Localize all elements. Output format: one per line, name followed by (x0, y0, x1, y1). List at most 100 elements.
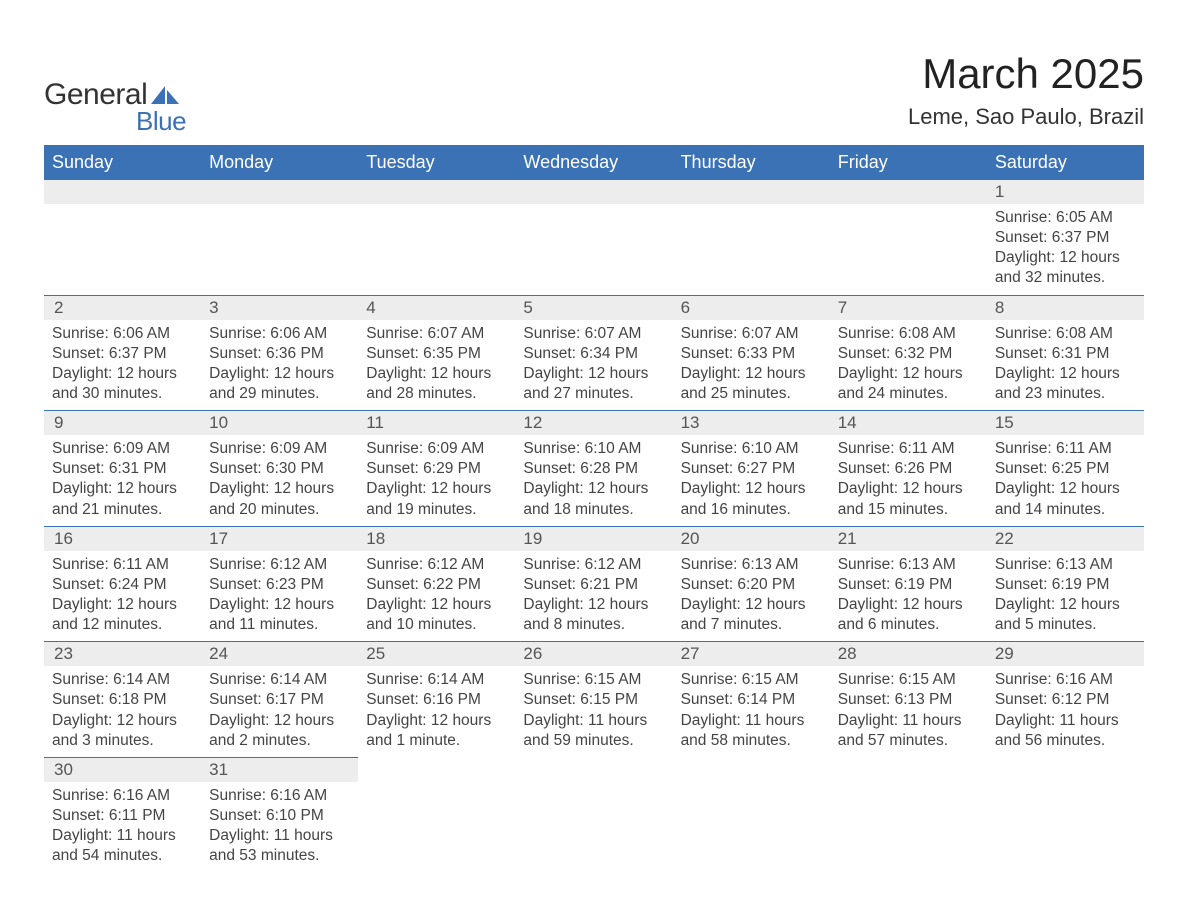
empty-day-bar (515, 757, 672, 781)
day-number: 27 (673, 642, 830, 666)
day-cell: 13Sunrise: 6:10 AMSunset: 6:27 PMDayligh… (673, 411, 830, 527)
day-details: Sunrise: 6:15 AMSunset: 6:14 PMDaylight:… (673, 666, 830, 757)
sunrise-line: Sunrise: 6:09 AM (209, 439, 350, 459)
empty-cell (673, 757, 830, 872)
sunset-line: Sunset: 6:37 PM (995, 228, 1136, 248)
day-cell: 3Sunrise: 6:06 AMSunset: 6:36 PMDaylight… (201, 295, 358, 411)
day-number: 22 (987, 527, 1144, 551)
sunset-line: Sunset: 6:11 PM (52, 806, 193, 826)
daylight-line: Daylight: 12 hours and 8 minutes. (523, 595, 664, 635)
day-cell: 17Sunrise: 6:12 AMSunset: 6:23 PMDayligh… (201, 526, 358, 642)
week-row: 16Sunrise: 6:11 AMSunset: 6:24 PMDayligh… (44, 526, 1144, 642)
daylight-line: Daylight: 12 hours and 11 minutes. (209, 595, 350, 635)
empty-cell (358, 757, 515, 872)
empty-day-bar (358, 757, 515, 781)
day-number: 28 (830, 642, 987, 666)
day-cell: 22Sunrise: 6:13 AMSunset: 6:19 PMDayligh… (987, 526, 1144, 642)
daylight-line: Daylight: 12 hours and 16 minutes. (681, 479, 822, 519)
location-subtitle: Leme, Sao Paulo, Brazil (908, 104, 1144, 130)
sunrise-line: Sunrise: 6:09 AM (366, 439, 507, 459)
sunrise-line: Sunrise: 6:12 AM (366, 555, 507, 575)
calendar-table: SundayMondayTuesdayWednesdayThursdayFrid… (44, 145, 1144, 872)
day-details: Sunrise: 6:10 AMSunset: 6:27 PMDaylight:… (673, 435, 830, 526)
sunset-line: Sunset: 6:12 PM (995, 690, 1136, 710)
logo-text-general: General (44, 78, 147, 112)
week-row: 9Sunrise: 6:09 AMSunset: 6:31 PMDaylight… (44, 411, 1144, 527)
day-cell: 26Sunrise: 6:15 AMSunset: 6:15 PMDayligh… (515, 642, 672, 758)
sunrise-line: Sunrise: 6:13 AM (995, 555, 1136, 575)
empty-cell (44, 180, 201, 295)
day-number: 1 (987, 180, 1144, 204)
daylight-line: Daylight: 12 hours and 12 minutes. (52, 595, 193, 635)
sunset-line: Sunset: 6:14 PM (681, 690, 822, 710)
day-details: Sunrise: 6:09 AMSunset: 6:31 PMDaylight:… (44, 435, 201, 526)
sunset-line: Sunset: 6:28 PM (523, 459, 664, 479)
weekday-header: Friday (830, 145, 987, 180)
sunrise-line: Sunrise: 6:09 AM (52, 439, 193, 459)
sunset-line: Sunset: 6:17 PM (209, 690, 350, 710)
day-number: 18 (358, 527, 515, 551)
daylight-line: Daylight: 11 hours and 53 minutes. (209, 826, 350, 866)
day-details: Sunrise: 6:07 AMSunset: 6:33 PMDaylight:… (673, 320, 830, 411)
sunrise-line: Sunrise: 6:15 AM (523, 670, 664, 690)
day-number: 4 (358, 296, 515, 320)
sunrise-line: Sunrise: 6:11 AM (838, 439, 979, 459)
day-number: 6 (673, 296, 830, 320)
sunrise-line: Sunrise: 6:13 AM (838, 555, 979, 575)
sunrise-line: Sunrise: 6:14 AM (209, 670, 350, 690)
empty-day-bar (515, 180, 672, 204)
day-number: 30 (44, 758, 201, 782)
sunrise-line: Sunrise: 6:07 AM (681, 324, 822, 344)
sunset-line: Sunset: 6:22 PM (366, 575, 507, 595)
day-details: Sunrise: 6:07 AMSunset: 6:35 PMDaylight:… (358, 320, 515, 411)
logo: General Blue (44, 78, 186, 137)
day-cell: 5Sunrise: 6:07 AMSunset: 6:34 PMDaylight… (515, 295, 672, 411)
sunrise-line: Sunrise: 6:16 AM (995, 670, 1136, 690)
day-cell: 21Sunrise: 6:13 AMSunset: 6:19 PMDayligh… (830, 526, 987, 642)
daylight-line: Daylight: 12 hours and 20 minutes. (209, 479, 350, 519)
day-cell: 25Sunrise: 6:14 AMSunset: 6:16 PMDayligh… (358, 642, 515, 758)
weekday-header: Saturday (987, 145, 1144, 180)
sunrise-line: Sunrise: 6:12 AM (523, 555, 664, 575)
day-number: 11 (358, 411, 515, 435)
sunrise-line: Sunrise: 6:16 AM (52, 786, 193, 806)
empty-cell (515, 180, 672, 295)
sunset-line: Sunset: 6:16 PM (366, 690, 507, 710)
empty-day-bar (830, 757, 987, 781)
daylight-line: Daylight: 12 hours and 24 minutes. (838, 364, 979, 404)
sunset-line: Sunset: 6:18 PM (52, 690, 193, 710)
day-cell: 12Sunrise: 6:10 AMSunset: 6:28 PMDayligh… (515, 411, 672, 527)
day-number: 13 (673, 411, 830, 435)
empty-cell (830, 180, 987, 295)
day-number: 25 (358, 642, 515, 666)
weekday-header: Thursday (673, 145, 830, 180)
daylight-line: Daylight: 12 hours and 7 minutes. (681, 595, 822, 635)
day-details: Sunrise: 6:12 AMSunset: 6:23 PMDaylight:… (201, 551, 358, 642)
day-details: Sunrise: 6:09 AMSunset: 6:29 PMDaylight:… (358, 435, 515, 526)
sunset-line: Sunset: 6:20 PM (681, 575, 822, 595)
title-block: March 2025 Leme, Sao Paulo, Brazil (908, 50, 1144, 130)
sunrise-line: Sunrise: 6:16 AM (209, 786, 350, 806)
day-details: Sunrise: 6:09 AMSunset: 6:30 PMDaylight:… (201, 435, 358, 526)
day-number: 20 (673, 527, 830, 551)
daylight-line: Daylight: 11 hours and 58 minutes. (681, 711, 822, 751)
day-cell: 19Sunrise: 6:12 AMSunset: 6:21 PMDayligh… (515, 526, 672, 642)
day-cell: 31Sunrise: 6:16 AMSunset: 6:10 PMDayligh… (201, 757, 358, 872)
day-cell: 2Sunrise: 6:06 AMSunset: 6:37 PMDaylight… (44, 295, 201, 411)
day-number: 26 (515, 642, 672, 666)
sunset-line: Sunset: 6:31 PM (995, 344, 1136, 364)
daylight-line: Daylight: 12 hours and 15 minutes. (838, 479, 979, 519)
week-row: 2Sunrise: 6:06 AMSunset: 6:37 PMDaylight… (44, 295, 1144, 411)
day-cell: 27Sunrise: 6:15 AMSunset: 6:14 PMDayligh… (673, 642, 830, 758)
day-number: 8 (987, 296, 1144, 320)
day-cell: 23Sunrise: 6:14 AMSunset: 6:18 PMDayligh… (44, 642, 201, 758)
empty-cell (673, 180, 830, 295)
empty-day-bar (44, 180, 201, 204)
day-number: 17 (201, 527, 358, 551)
day-cell: 18Sunrise: 6:12 AMSunset: 6:22 PMDayligh… (358, 526, 515, 642)
daylight-line: Daylight: 12 hours and 14 minutes. (995, 479, 1136, 519)
sunrise-line: Sunrise: 6:12 AM (209, 555, 350, 575)
daylight-line: Daylight: 11 hours and 56 minutes. (995, 711, 1136, 751)
logo-sail-icon (151, 86, 179, 104)
day-cell: 24Sunrise: 6:14 AMSunset: 6:17 PMDayligh… (201, 642, 358, 758)
